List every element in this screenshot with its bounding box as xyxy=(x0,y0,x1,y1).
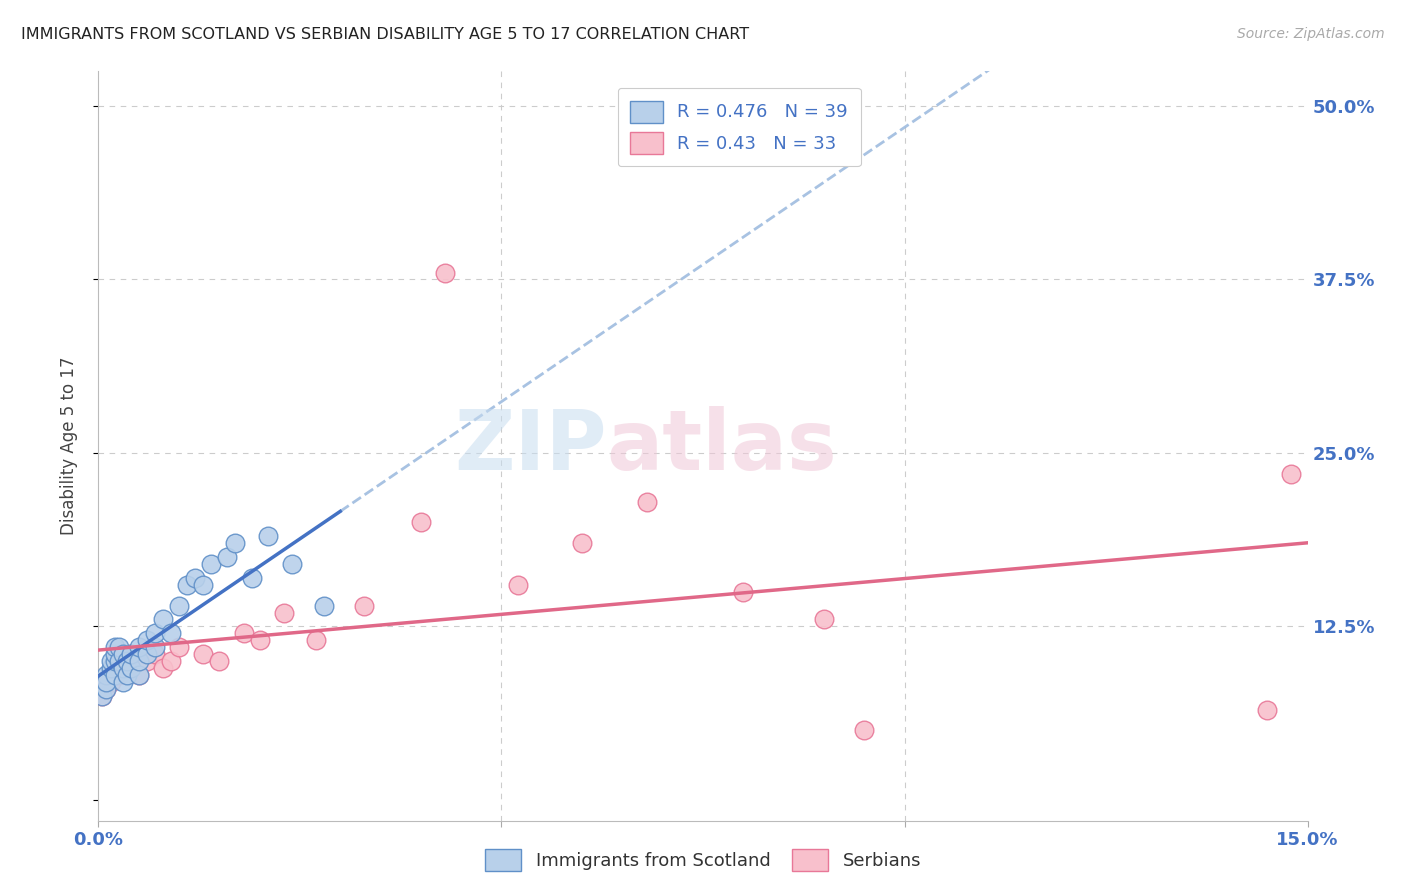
Point xyxy=(128,654,150,668)
Point xyxy=(107,640,129,655)
Point xyxy=(208,654,231,668)
Point xyxy=(167,640,190,655)
Point xyxy=(115,668,138,682)
Point xyxy=(409,516,432,530)
Point xyxy=(111,647,134,661)
Point xyxy=(193,647,215,661)
Point xyxy=(107,654,129,668)
Point xyxy=(96,668,118,682)
Text: IMMIGRANTS FROM SCOTLAND VS SERBIAN DISABILITY AGE 5 TO 17 CORRELATION CHART: IMMIGRANTS FROM SCOTLAND VS SERBIAN DISA… xyxy=(21,27,749,42)
Point xyxy=(1256,703,1278,717)
Point xyxy=(152,612,174,626)
Point xyxy=(135,654,157,668)
Point xyxy=(160,654,183,668)
Point xyxy=(111,661,134,675)
Point xyxy=(111,654,134,668)
Point xyxy=(273,606,295,620)
Text: Source: ZipAtlas.com: Source: ZipAtlas.com xyxy=(1237,27,1385,41)
Point xyxy=(152,661,174,675)
Point xyxy=(143,640,166,655)
Point xyxy=(96,674,118,689)
Point xyxy=(240,571,263,585)
Legend: Immigrants from Scotland, Serbians: Immigrants from Scotland, Serbians xyxy=(478,842,928,879)
Legend: R = 0.476   N = 39, R = 0.43   N = 33: R = 0.476 N = 39, R = 0.43 N = 33 xyxy=(617,88,860,166)
Point xyxy=(1281,467,1303,481)
Point xyxy=(120,661,142,675)
Point xyxy=(167,599,190,613)
Point xyxy=(853,723,876,738)
Point xyxy=(160,626,183,640)
Point xyxy=(200,557,222,571)
Point xyxy=(107,668,129,682)
Point xyxy=(281,557,304,571)
Point xyxy=(128,668,150,682)
Point xyxy=(314,599,336,613)
Point xyxy=(176,578,198,592)
Point xyxy=(128,668,150,682)
Point xyxy=(813,612,835,626)
Point xyxy=(115,654,138,668)
Point xyxy=(111,661,134,675)
Point xyxy=(96,674,118,689)
Point xyxy=(103,647,125,661)
Point xyxy=(224,536,246,550)
Point xyxy=(305,633,328,648)
Point xyxy=(100,674,122,689)
Text: atlas: atlas xyxy=(606,406,837,486)
Point xyxy=(733,584,755,599)
Point xyxy=(100,654,122,668)
Point xyxy=(100,661,122,675)
Point xyxy=(571,536,593,550)
Point xyxy=(217,549,239,564)
Point xyxy=(135,647,157,661)
Point xyxy=(103,640,125,655)
Y-axis label: Disability Age 5 to 17: Disability Age 5 to 17 xyxy=(59,357,77,535)
Point xyxy=(96,681,118,696)
Point xyxy=(143,647,166,661)
Point xyxy=(143,626,166,640)
Point xyxy=(193,578,215,592)
Point xyxy=(103,661,125,675)
Point xyxy=(103,654,125,668)
Point xyxy=(184,571,207,585)
Point xyxy=(120,647,142,661)
Point xyxy=(103,668,125,682)
Point xyxy=(232,626,254,640)
Point xyxy=(91,689,114,703)
Point xyxy=(256,529,278,543)
Point xyxy=(103,668,125,682)
Point xyxy=(353,599,375,613)
Point xyxy=(96,681,118,696)
Point xyxy=(506,578,529,592)
Text: ZIP: ZIP xyxy=(454,406,606,486)
Point xyxy=(120,647,142,661)
Point xyxy=(128,640,150,655)
Point xyxy=(249,633,271,648)
Point xyxy=(434,266,457,280)
Point xyxy=(135,633,157,648)
Point xyxy=(91,689,114,703)
Point xyxy=(636,494,658,508)
Point xyxy=(111,674,134,689)
